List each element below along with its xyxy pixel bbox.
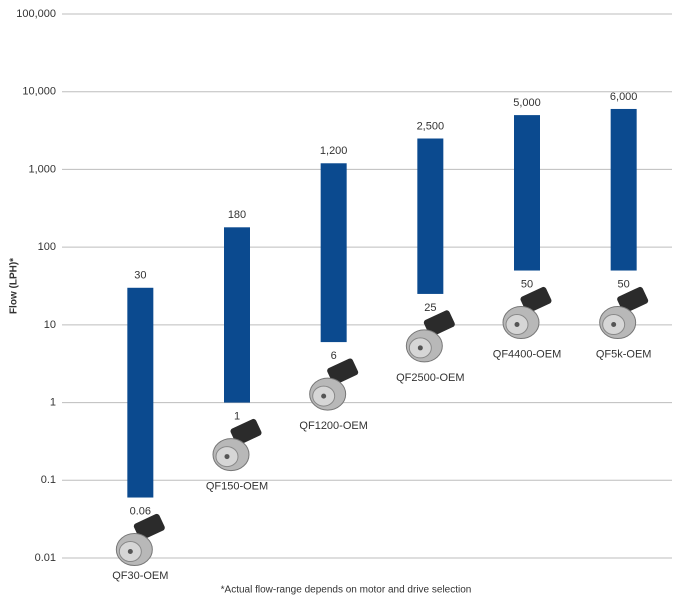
- value-label: 180: [228, 209, 246, 221]
- value-label: 5,000: [513, 97, 541, 109]
- category-label: QF5k-OEM: [596, 348, 652, 360]
- y-tick-label: 10,000: [22, 86, 56, 98]
- bar: [610, 108, 637, 271]
- y-tick-label: 100,000: [16, 8, 56, 20]
- pump-part: [133, 513, 165, 541]
- value-label: 6: [331, 350, 337, 362]
- category-label: QF1200-OEM: [299, 420, 367, 432]
- bar: [320, 163, 347, 343]
- pump-image: [212, 418, 262, 472]
- bar: [224, 227, 250, 403]
- pump-part: [423, 310, 455, 337]
- pump-image: [599, 286, 649, 340]
- pump-part: [321, 393, 327, 399]
- category-label: QF2500-OEM: [396, 372, 464, 384]
- pump-part: [520, 286, 552, 314]
- footnote: *Actual flow-range depends on motor and …: [221, 585, 472, 596]
- y-tick-label: 1: [50, 396, 56, 408]
- pump-part: [127, 549, 133, 555]
- bar: [514, 115, 540, 271]
- pump-part: [417, 345, 423, 351]
- pump-part: [611, 322, 617, 328]
- y-tick-label: 10: [44, 319, 56, 331]
- pump-part: [617, 286, 649, 314]
- bar: [127, 287, 154, 498]
- pump-part: [327, 358, 359, 385]
- value-label: 1,200: [320, 145, 348, 157]
- category-label: QF150-OEM: [206, 480, 268, 492]
- y-tick-label: 0.01: [35, 552, 56, 564]
- pump-part: [230, 418, 262, 446]
- y-tick-label: 0.1: [41, 474, 56, 486]
- value-label: 2,500: [417, 120, 445, 132]
- pump-part: [514, 322, 520, 328]
- value-label: 30: [134, 270, 146, 282]
- category-label: QF4400-OEM: [493, 348, 561, 360]
- pump-part: [224, 454, 230, 460]
- value-label: 25: [424, 302, 436, 314]
- pump-image: [115, 513, 165, 567]
- y-tick-label: 100: [38, 241, 56, 253]
- value-label: 1: [234, 410, 240, 422]
- value-label: 50: [618, 278, 630, 290]
- value-label: 6,000: [610, 91, 638, 103]
- y-axis-label: Flow (LPH)*: [9, 258, 20, 314]
- y-tick-label: 1,000: [28, 163, 56, 175]
- value-label: 0.06: [130, 505, 151, 517]
- pump-image: [502, 286, 552, 340]
- category-label: QF30-OEM: [112, 570, 168, 582]
- value-label: 50: [521, 278, 533, 290]
- bar: [417, 138, 444, 294]
- pump-image: [309, 358, 359, 411]
- pump-image: [405, 310, 455, 363]
